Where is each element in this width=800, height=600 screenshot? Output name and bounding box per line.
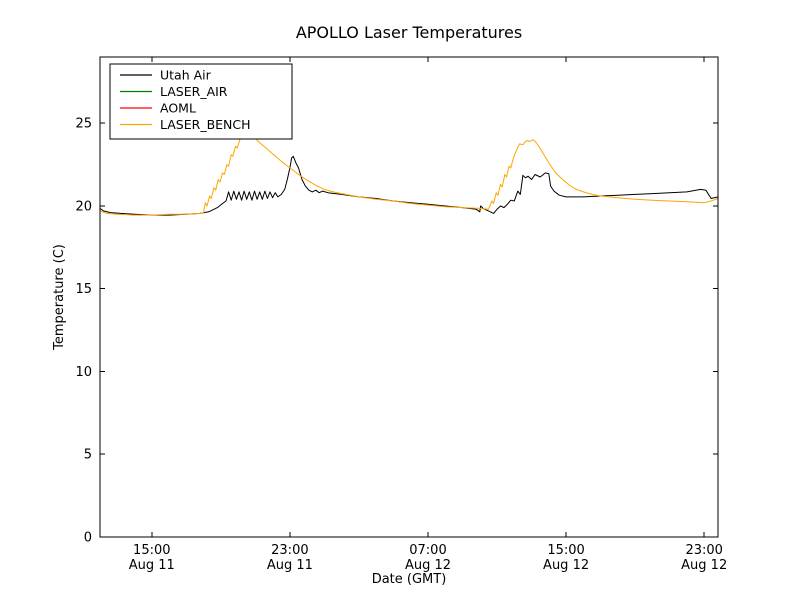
axes-frame bbox=[99, 56, 719, 538]
chart-title: APOLLO Laser Temperatures bbox=[296, 23, 522, 42]
y-tick-label: 0 bbox=[84, 531, 92, 546]
x-tick-time-label: 23:00 bbox=[271, 543, 308, 558]
x-axis-label: Date (GMT) bbox=[372, 572, 447, 587]
y-tick-label: 5 bbox=[84, 448, 92, 463]
series-line-laser-bench bbox=[99, 133, 719, 216]
legend-label: AOML bbox=[160, 101, 196, 116]
x-tick-date-label: Aug 11 bbox=[267, 558, 313, 573]
legend-label: Utah Air bbox=[160, 68, 212, 83]
y-tick-label: 20 bbox=[75, 199, 92, 214]
series-line-utah-air bbox=[99, 155, 719, 216]
x-tick-date-label: Aug 12 bbox=[543, 558, 589, 573]
x-tick-time-label: 23:00 bbox=[685, 543, 722, 558]
x-tick-date-label: Aug 11 bbox=[129, 558, 175, 573]
x-tick-date-label: Aug 12 bbox=[405, 558, 451, 573]
y-tick-label: 10 bbox=[75, 365, 92, 380]
legend-box bbox=[109, 63, 293, 140]
x-tick-time-label: 15:00 bbox=[547, 543, 584, 558]
series-lines bbox=[99, 133, 719, 216]
legend-label: LASER_BENCH bbox=[160, 117, 251, 132]
y-tick-label: 25 bbox=[75, 117, 92, 132]
x-tick-time-label: 15:00 bbox=[133, 543, 170, 558]
y-tick-label: 15 bbox=[75, 282, 92, 297]
x-tick-date-label: Aug 12 bbox=[681, 558, 727, 573]
y-axis-label: Temperature (C) bbox=[52, 244, 67, 351]
legend-label: LASER_AIR bbox=[160, 84, 228, 99]
x-tick-time-label: 07:00 bbox=[409, 543, 446, 558]
